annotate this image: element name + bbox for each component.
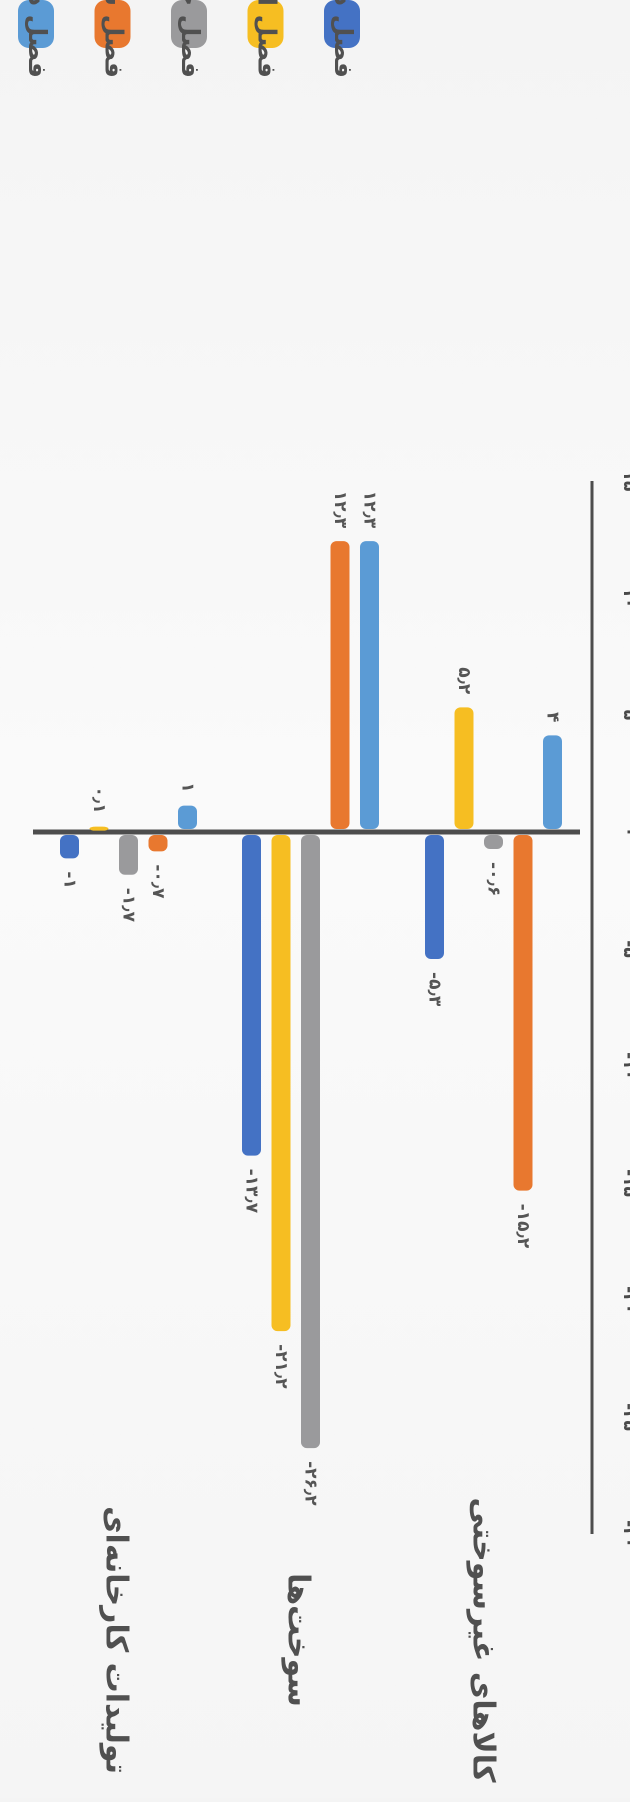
legend-swatch xyxy=(247,0,284,48)
legend-label: فصل سوم ۲۰۲۲ xyxy=(99,0,129,78)
bar xyxy=(543,735,562,829)
data-label: -۲۶٫۲ xyxy=(301,1461,321,1506)
data-label: ۵٫۲ xyxy=(454,667,474,695)
bar xyxy=(178,805,197,829)
tick-label: ۵ xyxy=(619,710,630,720)
data-label: -۲۱٫۲ xyxy=(271,1344,291,1389)
bar xyxy=(271,835,291,1332)
bar xyxy=(454,707,474,829)
tick-label: ۰ xyxy=(619,827,630,837)
bar xyxy=(301,835,320,1449)
data-label: -۵٫۳ xyxy=(425,972,445,1007)
data-label: ۱۲٫۳ xyxy=(360,491,380,529)
category-label: سوخت‌ها xyxy=(281,1573,316,1707)
bar xyxy=(425,835,444,960)
tick-label: -۳۰ xyxy=(619,1520,630,1548)
tick-label: ۱۵ xyxy=(619,471,630,492)
data-label: ۰٫۱ xyxy=(89,787,109,814)
bar xyxy=(242,835,261,1156)
legend-label: فصل دوم ۲۰۲۳ xyxy=(328,0,358,78)
data-label: -۰٫۶ xyxy=(484,862,504,896)
data-label: -۱ xyxy=(60,871,80,888)
tick-label: ۱۰ xyxy=(619,588,630,609)
bar xyxy=(360,541,379,829)
data-label: ۱۲٫۳ xyxy=(330,491,350,529)
bar xyxy=(60,835,79,859)
category-label: تولیدات کارخانه‌ای xyxy=(99,1506,134,1774)
bar xyxy=(513,835,533,1191)
data-label: -۱٫۷ xyxy=(119,888,139,923)
tick-label: -۲۰ xyxy=(619,1286,630,1314)
tick-label: -۱۰ xyxy=(619,1052,630,1080)
legend-label: فصل چهارم ۲۰۲۲ xyxy=(175,0,205,78)
legend-swatch xyxy=(18,0,54,48)
legend-label: فصل دوم ۲۰۲۲ xyxy=(22,0,52,78)
bar xyxy=(330,541,350,829)
legend-label: فصل اول ۲۰۲۳ xyxy=(252,0,282,78)
tick-label: -۲۵ xyxy=(619,1403,630,1431)
data-label: -۰٫۷ xyxy=(148,864,168,899)
legend-swatch xyxy=(171,0,207,48)
bar xyxy=(119,835,138,875)
tick-label: -۱۵ xyxy=(619,1169,630,1197)
legend-swatch xyxy=(94,0,131,48)
data-label: ۱ xyxy=(178,782,198,792)
category-label: کالاهای غیرسوختی xyxy=(466,1498,501,1784)
legend-swatch xyxy=(324,0,360,48)
bar xyxy=(148,835,168,852)
legend: فصل دوم ۲۰۲۲ فصل سوم ۲۰۲۲ فصل چهارم ۲۰۲۲ فص… xyxy=(18,0,360,78)
data-label: ۴ xyxy=(543,712,563,722)
data-label: -۱۳٫۷ xyxy=(242,1169,262,1214)
plot-area: -۳۰ -۲۵ -۲۰ -۱۵ -۱۰ -۵ ۰ ۵ ۱۰ ۱۵ -۱ -۱۳٫۷ -۵٫۳ ۰٫۱ -۲۱… xyxy=(33,471,630,1783)
bar xyxy=(89,826,109,831)
tick-label: -۵ xyxy=(619,940,630,957)
bar xyxy=(484,835,503,850)
data-label: -۱۵٫۲ xyxy=(513,1204,533,1249)
